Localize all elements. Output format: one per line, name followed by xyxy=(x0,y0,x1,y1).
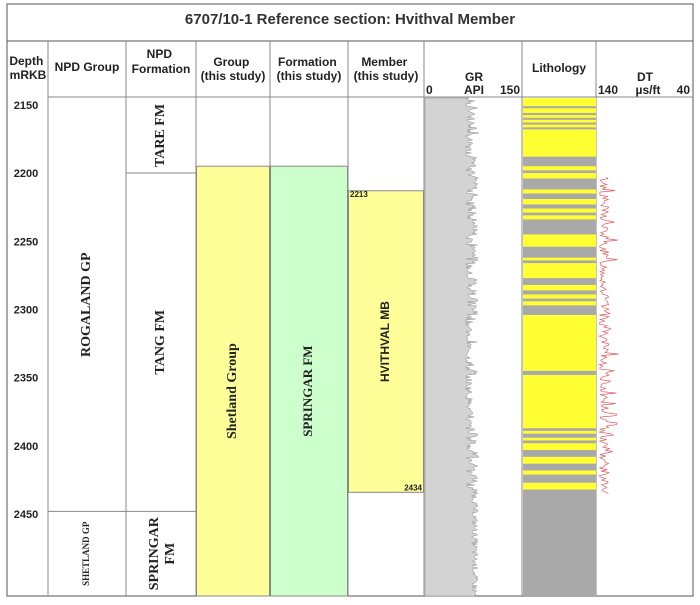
header-gr-max: 150 xyxy=(500,83,520,97)
lithology-shale-bed xyxy=(523,370,596,375)
header-member-study: Member (this study) xyxy=(354,55,419,83)
header-npd-formation: NPD Formation xyxy=(132,47,191,76)
lithology-shale-bed xyxy=(523,290,596,295)
depth-tick-label: 2150 xyxy=(14,100,38,112)
title: 6707/10-1 Reference section: Hvithval Me… xyxy=(185,11,515,28)
lithology-shale-bed xyxy=(523,122,596,125)
npd-formation-label: TARE FM xyxy=(153,104,168,167)
npd-formation-label: TANG FM xyxy=(153,310,168,375)
lithology-shale-bed xyxy=(523,278,596,285)
lithology-shale-bed xyxy=(523,463,596,471)
header-dt-max: 40 xyxy=(677,83,691,97)
lithology-shale-bed xyxy=(523,113,596,116)
lithology-shale-bed xyxy=(523,193,596,199)
member-study-label: HVITHVAL MB xyxy=(378,301,392,382)
npd-columns: ROGALAND GP SHETLAND GP TARE FM TANG FM SPRI… xyxy=(48,104,196,590)
lithology-shale-bed xyxy=(523,305,596,315)
depth-tick-label: 2450 xyxy=(14,509,38,521)
lithology-shale-bed xyxy=(523,127,596,130)
lithology-shale-bed xyxy=(523,433,596,438)
depth-tick-label: 2400 xyxy=(14,441,38,453)
npd-formation-label: SPRINGARFM xyxy=(147,516,178,590)
dt-log xyxy=(598,176,619,494)
depth-tick-label: 2300 xyxy=(14,304,38,316)
study-columns: Shetland Group SPRINGAR FM HVITHVAL MB 2213… xyxy=(196,165,424,597)
lithology-shale-bed xyxy=(523,219,596,235)
group-study-fill xyxy=(196,165,270,597)
lithology-shale-bed xyxy=(523,156,596,167)
lithology-shale-bed xyxy=(523,489,596,596)
lithology-shale-bed xyxy=(523,428,596,431)
header-gr-min: 0 xyxy=(426,83,433,97)
header-dt-min: 140 xyxy=(598,83,618,97)
header-gr-name: GR xyxy=(465,70,483,84)
header-group-study: Group (this study) xyxy=(201,55,266,83)
lithology-shale-bed xyxy=(523,212,596,216)
dt-curve xyxy=(598,176,619,494)
header-lithology: Lithology xyxy=(532,61,586,75)
header-dt-name: DT xyxy=(637,70,654,84)
member-study-fill xyxy=(348,190,424,493)
lithology-shale-bed xyxy=(523,178,596,190)
lithology-shale-bed xyxy=(523,246,596,258)
formation-study-label: SPRINGAR FM xyxy=(300,345,315,436)
formation-study-fill xyxy=(270,165,348,597)
lithology-shale-bed xyxy=(523,170,596,174)
lithology-shale-bed xyxy=(523,440,596,444)
depth-tick-label: 2350 xyxy=(14,373,38,385)
group-study-label: Shetland Group xyxy=(225,343,240,439)
depth-axis: 2150 2200 2250 2300 2350 2400 2450 xyxy=(14,100,38,521)
gr-log xyxy=(424,97,480,597)
header-gr-unit: API xyxy=(464,83,484,97)
lithology-shale-bed xyxy=(523,117,596,120)
lithology-shale-bed xyxy=(523,450,596,457)
npd-group-label: ROGALAND GP xyxy=(79,252,94,357)
depth-tick-label: 2200 xyxy=(14,168,38,180)
member-top-label: 2213 xyxy=(350,190,368,199)
lithology-shale-bed xyxy=(523,298,596,302)
lithology-shale-bed xyxy=(523,260,596,264)
depth-tick-label: 2250 xyxy=(14,236,38,248)
lithology-shale-bed xyxy=(523,474,596,483)
header-formation-study: Formation (this study) xyxy=(277,55,342,83)
gr-curve-fill xyxy=(424,97,480,597)
header-depth: Depth mRKB xyxy=(9,54,46,82)
header-dt-unit: µs/ft xyxy=(636,83,661,97)
member-base-label: 2434 xyxy=(404,483,422,492)
lithology-column xyxy=(523,98,596,596)
npd-group-label: SHETLAND GP xyxy=(81,521,91,586)
column-headers: Depth mRKB NPD Group NPD Formation Group… xyxy=(9,47,690,97)
header-npd-group: NPD Group xyxy=(55,60,120,74)
lithology-shale-bed xyxy=(523,204,596,209)
lithology-shale-bed xyxy=(523,106,596,109)
